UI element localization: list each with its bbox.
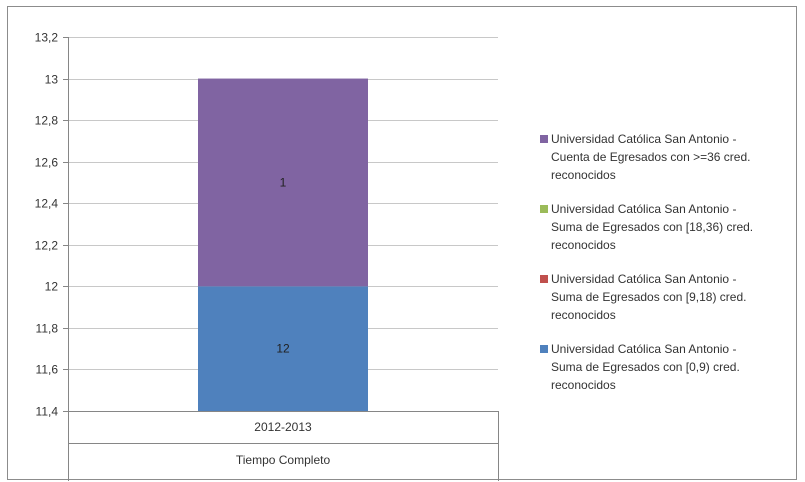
legend-entry-label: Universidad Católica San Antonio - xyxy=(551,132,736,146)
y-tick-label: 12,8 xyxy=(35,114,59,128)
y-tick-label: 11,6 xyxy=(36,363,59,377)
chart-frame: 11,4 11,6 11,8 12 12,2 12,4 12,6 12,8 13 13,2 2012… xyxy=(7,6,797,481)
data-label: 1 xyxy=(280,175,287,189)
bar-segment xyxy=(198,78,368,287)
legend-swatch xyxy=(540,135,548,143)
legend: Universidad Católica San Antonio - Cuenta… xyxy=(540,132,753,392)
y-tick-label: 13,2 xyxy=(35,31,59,45)
y-tick-label: 12,2 xyxy=(35,239,59,253)
y-tick-label: 11,4 xyxy=(36,405,59,419)
data-label: 12 xyxy=(276,342,290,356)
x-category-label: 2012-2013 xyxy=(254,420,312,434)
y-tick-label: 13 xyxy=(45,73,59,87)
legend-entry-label: reconocidos xyxy=(551,238,616,252)
legend-entry-label: Suma de Egresados con [9,18) cred. xyxy=(551,290,746,304)
x-category-group-label: Tiempo Completo xyxy=(236,453,331,467)
legend-entry-label: Universidad Católica San Antonio - xyxy=(551,202,736,216)
data-labels: 12 1 xyxy=(276,175,290,355)
legend-entry-label: reconocidos xyxy=(551,308,616,322)
legend-entry-label: reconocidos xyxy=(551,378,616,392)
legend-entry-label: Universidad Católica San Antonio - xyxy=(551,342,736,356)
legend-swatch xyxy=(540,205,548,213)
legend-entry-label: Cuenta de Egresados con >=36 cred. xyxy=(551,150,750,164)
y-tick-label: 11,8 xyxy=(36,322,59,336)
y-tick-label: 12,4 xyxy=(35,197,59,211)
y-tick-label: 12,6 xyxy=(35,156,59,170)
bar-segment xyxy=(198,286,368,411)
bars xyxy=(198,78,368,411)
stacked-bar-chart: 11,4 11,6 11,8 12 12,2 12,4 12,6 12,8 13 13,2 2012… xyxy=(35,31,753,481)
axes: 11,4 11,6 11,8 12 12,2 12,4 12,6 12,8 13 13,2 2012… xyxy=(35,31,499,481)
legend-entry-label: reconocidos xyxy=(551,168,616,182)
legend-swatch xyxy=(540,275,548,283)
y-tick-label: 12 xyxy=(45,280,59,294)
legend-swatch xyxy=(540,345,548,353)
legend-entry-label: Universidad Católica San Antonio - xyxy=(551,272,736,286)
legend-entry-label: Suma de Egresados con [0,9) cred. xyxy=(551,360,740,374)
legend-entry-label: Suma de Egresados con [18,36) cred. xyxy=(551,220,753,234)
